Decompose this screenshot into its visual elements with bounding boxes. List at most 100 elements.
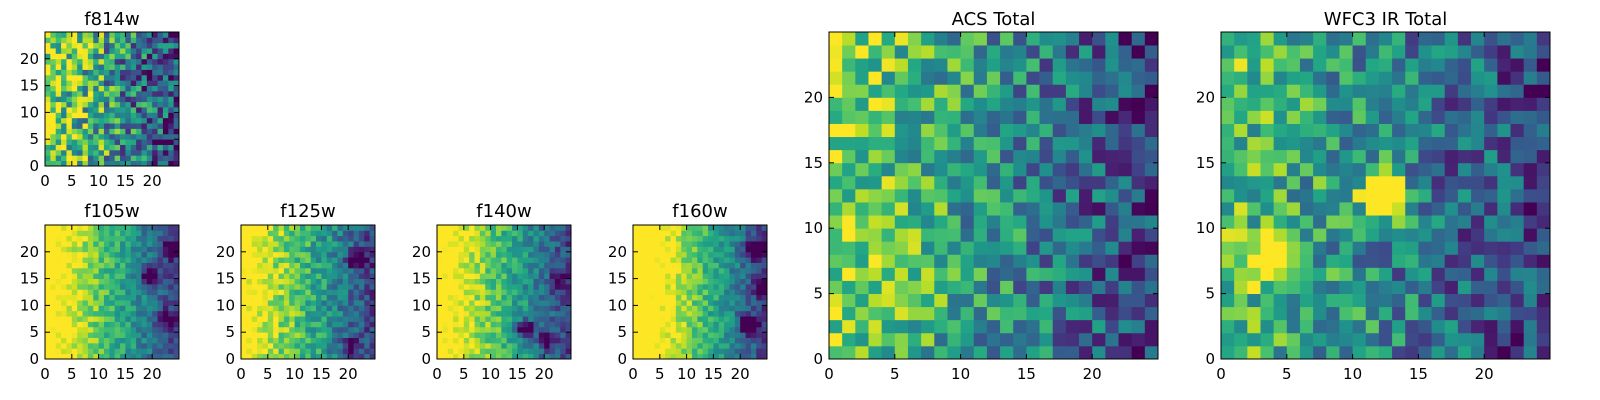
heatmap-cell — [146, 155, 153, 162]
heatmap-cell — [157, 48, 164, 54]
heatmap-cell — [670, 251, 677, 258]
heatmap-cell — [659, 353, 666, 360]
heatmap-cell — [109, 155, 116, 162]
heatmap-cell — [348, 326, 354, 333]
heatmap-cell — [560, 230, 567, 237]
heatmap-cell — [1523, 319, 1538, 334]
heatmap-cell — [691, 321, 698, 328]
heatmap-cell — [538, 326, 545, 333]
heatmap-cell — [442, 337, 449, 344]
heatmap-cell — [479, 348, 486, 355]
heatmap-cell — [109, 251, 116, 258]
heatmap-cell — [61, 332, 67, 338]
heatmap-cell — [560, 241, 567, 247]
heatmap-cell — [109, 53, 116, 60]
heatmap-cell — [842, 215, 856, 229]
heatmap-cell — [1221, 32, 1235, 46]
heatmap-cell — [745, 294, 752, 301]
heatmap-cell — [756, 321, 763, 328]
heatmap-cell — [173, 241, 180, 247]
heatmap-cell — [437, 337, 443, 344]
heatmap-cell — [358, 326, 365, 333]
heatmap-cell — [1326, 136, 1340, 151]
heatmap-cell — [114, 69, 121, 76]
heatmap-cell — [724, 251, 730, 258]
heatmap-cell — [960, 202, 975, 216]
heatmap-cell — [358, 342, 365, 349]
heatmap-cell — [447, 257, 454, 263]
heatmap-cell — [453, 241, 459, 247]
heatmap-cell — [130, 53, 137, 60]
heatmap-cell — [241, 257, 247, 263]
heatmap-cell — [1092, 319, 1106, 334]
heatmap-cell — [146, 144, 153, 151]
heatmap-cell — [157, 332, 164, 338]
heatmap-cell — [1365, 136, 1380, 151]
heatmap-cell — [522, 225, 529, 231]
heatmap-cell — [659, 300, 666, 306]
heatmap-cell — [1013, 228, 1027, 242]
heatmap-cell — [98, 74, 105, 81]
heatmap-cell — [458, 321, 465, 328]
heatmap-cell — [756, 283, 763, 290]
heatmap-cell — [358, 235, 365, 242]
heatmap-cell — [495, 251, 502, 258]
heatmap-cell — [1471, 319, 1485, 334]
heatmap-cell — [829, 228, 843, 242]
heatmap-cell — [152, 42, 158, 49]
heatmap-cell — [299, 235, 306, 242]
heatmap-cell — [734, 300, 741, 306]
heatmap-cell — [61, 316, 67, 322]
heatmap-cell — [986, 45, 1001, 59]
heatmap-cell — [273, 278, 279, 285]
heatmap-cell — [549, 332, 556, 338]
heatmap-cell — [45, 160, 51, 167]
heatmap-cell — [1013, 267, 1027, 281]
heatmap-cell — [1313, 110, 1327, 124]
heatmap-cell — [50, 230, 57, 237]
heatmap-cell — [479, 241, 486, 247]
heatmap-cell — [1313, 267, 1327, 281]
heatmap-cell — [1536, 202, 1551, 216]
heatmap-cell — [528, 337, 534, 344]
heatmap-cell — [316, 310, 322, 317]
heatmap-cell — [490, 310, 497, 317]
heatmap-cell — [61, 353, 67, 360]
heatmap-cell — [724, 246, 730, 253]
heatmap-cell — [960, 97, 975, 111]
heatmap-cell — [246, 273, 253, 279]
heatmap-cell — [729, 257, 736, 263]
heatmap-cell — [55, 310, 62, 317]
heatmap-cell — [533, 305, 540, 312]
heatmap-cell — [495, 337, 502, 344]
heatmap-cell — [829, 58, 843, 72]
heatmap-cell — [71, 289, 78, 296]
heatmap-cell — [125, 96, 132, 103]
heatmap-cell — [283, 235, 290, 242]
heatmap-cell — [299, 273, 306, 279]
heatmap-cell — [560, 283, 567, 290]
heatmap-cell — [713, 316, 720, 322]
heatmap-cell — [162, 101, 169, 108]
heatmap-cell — [565, 332, 572, 338]
heatmap-cell — [506, 225, 513, 231]
heatmap-cell — [98, 348, 105, 355]
heatmap-cell — [87, 305, 94, 312]
heatmap-cell — [1118, 58, 1133, 72]
heatmap-cell — [490, 294, 497, 301]
heatmap-cell — [881, 345, 896, 360]
heatmap-cell — [1378, 149, 1393, 164]
heatmap-cell — [947, 110, 961, 124]
heatmap-cell — [538, 310, 545, 317]
heatmap-cell — [1273, 162, 1288, 177]
heatmap-cell — [66, 294, 73, 301]
heatmap-cell — [528, 267, 534, 274]
heatmap-cell — [686, 241, 693, 247]
heatmap-cell — [246, 310, 253, 317]
heatmap-cell — [894, 123, 909, 138]
heatmap-cell — [283, 348, 290, 355]
heatmap-cell — [1299, 293, 1314, 308]
heatmap-cell — [262, 310, 269, 317]
heatmap-cell — [633, 332, 639, 338]
heatmap-cell — [681, 273, 687, 279]
